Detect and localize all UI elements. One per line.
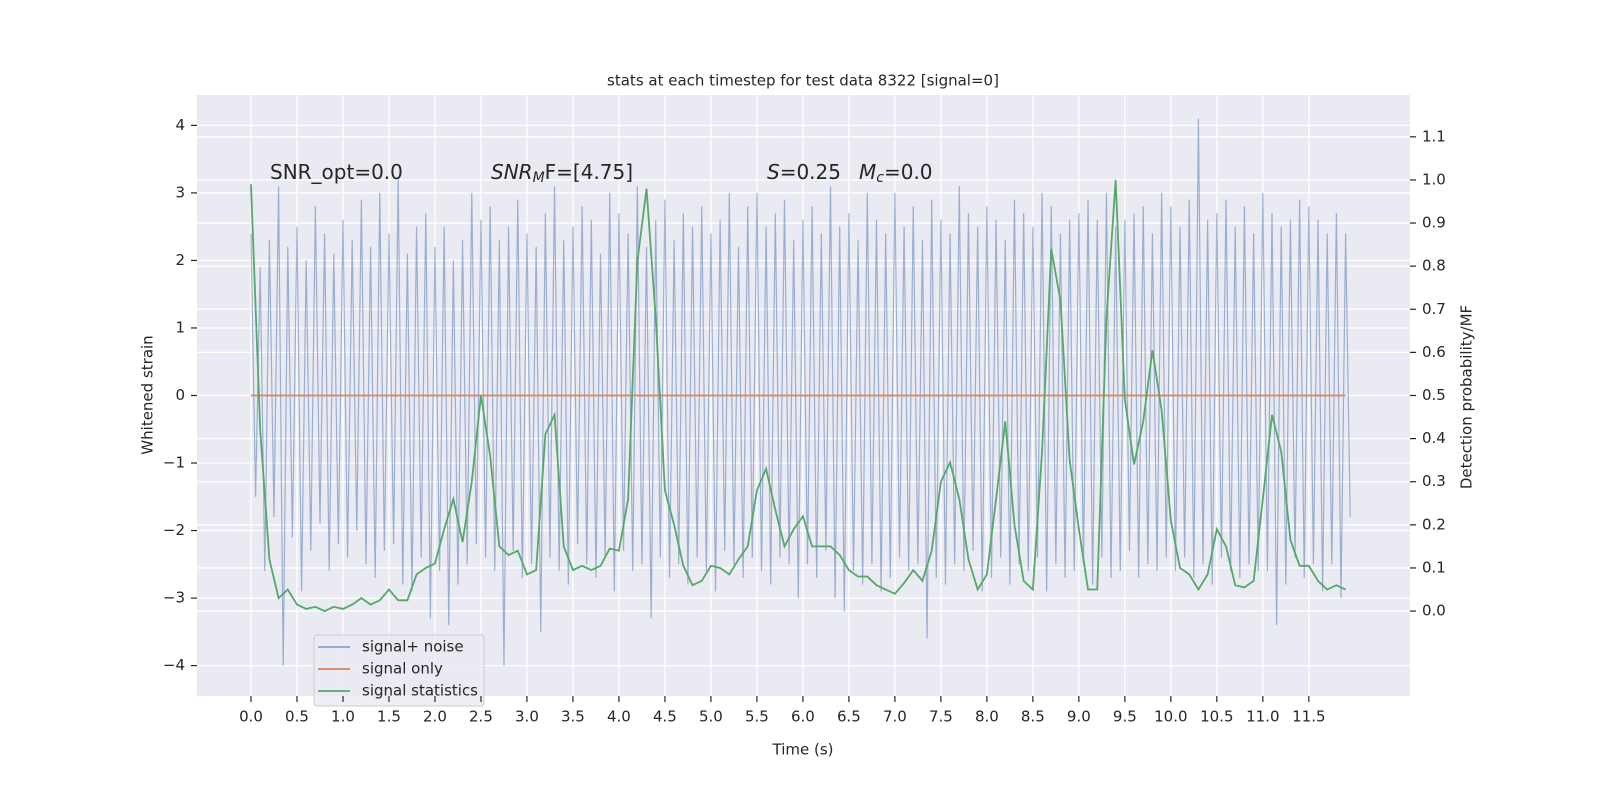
y2-tick-label: 0.8 (1422, 257, 1446, 275)
annotation-part: c (876, 170, 884, 186)
x-tick-label: 2.0 (423, 708, 447, 726)
y-tick-label: −4 (163, 656, 185, 674)
annotation-part: M (533, 170, 545, 186)
annotation: S=0.25 (767, 160, 841, 184)
y2-tick-label: 0.0 (1422, 602, 1446, 620)
y2-tick-label: 0.3 (1422, 472, 1446, 490)
y2-tick-label: 0.9 (1422, 214, 1446, 232)
x-tick-label: 10.0 (1154, 708, 1187, 726)
y2-axis-label: Detection probability/MF (1458, 305, 1476, 489)
x-tick-label: 10.5 (1200, 708, 1233, 726)
x-tick-label: 7.0 (883, 708, 907, 726)
annotation: SNRMF=[4.75] (491, 160, 633, 187)
series-layer (250, 118, 1351, 666)
annotation: SNR_opt=0.0 (270, 160, 403, 184)
x-tick-label: 3.5 (561, 708, 585, 726)
x-tick-label: 8.0 (975, 708, 999, 726)
x-tick-label: 8.5 (1021, 708, 1045, 726)
annotation-part: SNR_opt=0.0 (270, 160, 403, 184)
x-tick-label: 5.0 (699, 708, 723, 726)
annotation-part: M (859, 160, 876, 184)
chart-title: stats at each timestep for test data 832… (607, 72, 999, 90)
series-line (250, 118, 1351, 666)
annotation-part: =0.0 (884, 160, 933, 184)
x-tick-label: 4.5 (653, 708, 677, 726)
y2-tick-label: 0.4 (1422, 429, 1446, 447)
y-tick-label: 1 (175, 318, 185, 336)
y-tick-label: −2 (163, 521, 185, 539)
legend-label: signal statistics (362, 682, 478, 700)
y2-tick-label: 0.7 (1422, 300, 1446, 318)
x-tick-label: 5.5 (745, 708, 769, 726)
y2-tick-label: 0.2 (1422, 515, 1446, 533)
y-tick-label: 4 (175, 116, 185, 134)
legend: signal+ noise signal only signal statistic… (313, 634, 485, 707)
y2-tick-label: 1.1 (1422, 127, 1446, 145)
y2-tick-label: 0.1 (1422, 558, 1446, 576)
y2-tick-label: 1.0 (1422, 170, 1446, 188)
x-tick-label: 3.0 (515, 708, 539, 726)
x-tick-label: 2.5 (469, 708, 493, 726)
x-tick-label: 9.0 (1067, 708, 1091, 726)
series-line (250, 179, 1346, 613)
annotation-part: S (767, 160, 780, 184)
x-tick-label: 6.5 (837, 708, 861, 726)
y-tick-label: 0 (175, 386, 185, 404)
y-tick-label: 3 (175, 183, 185, 201)
y2-tick-label: 0.6 (1422, 343, 1446, 361)
x-tick-label: 0.5 (285, 708, 309, 726)
annotation-part: SNR (491, 160, 533, 184)
annotation-part: F=[4.75] (545, 160, 633, 184)
x-tick-label: 11.0 (1246, 708, 1279, 726)
y-axis-label: Whitened strain (139, 335, 157, 454)
x-tick-label: 9.5 (1113, 708, 1137, 726)
x-axis-label: Time (s) (772, 741, 834, 759)
x-tick-label: 0.0 (239, 708, 263, 726)
legend-label: signal only (362, 660, 443, 678)
annotation-part: =0.25 (780, 160, 841, 184)
x-tick-label: 11.5 (1292, 708, 1325, 726)
y-tick-label: 2 (175, 251, 185, 269)
x-tick-label: 1.5 (377, 708, 401, 726)
legend-label: signal+ noise (362, 638, 464, 656)
y-tick-label: −1 (163, 454, 185, 472)
x-tick-label: 1.0 (331, 708, 355, 726)
y-tick-label: −3 (163, 589, 185, 607)
x-tick-label: 6.0 (791, 708, 815, 726)
x-tick-label: 4.0 (607, 708, 631, 726)
y2-tick-label: 0.5 (1422, 386, 1446, 404)
annotation: Mc=0.0 (859, 160, 933, 187)
legend-box (313, 634, 485, 707)
x-tick-label: 7.5 (929, 708, 953, 726)
